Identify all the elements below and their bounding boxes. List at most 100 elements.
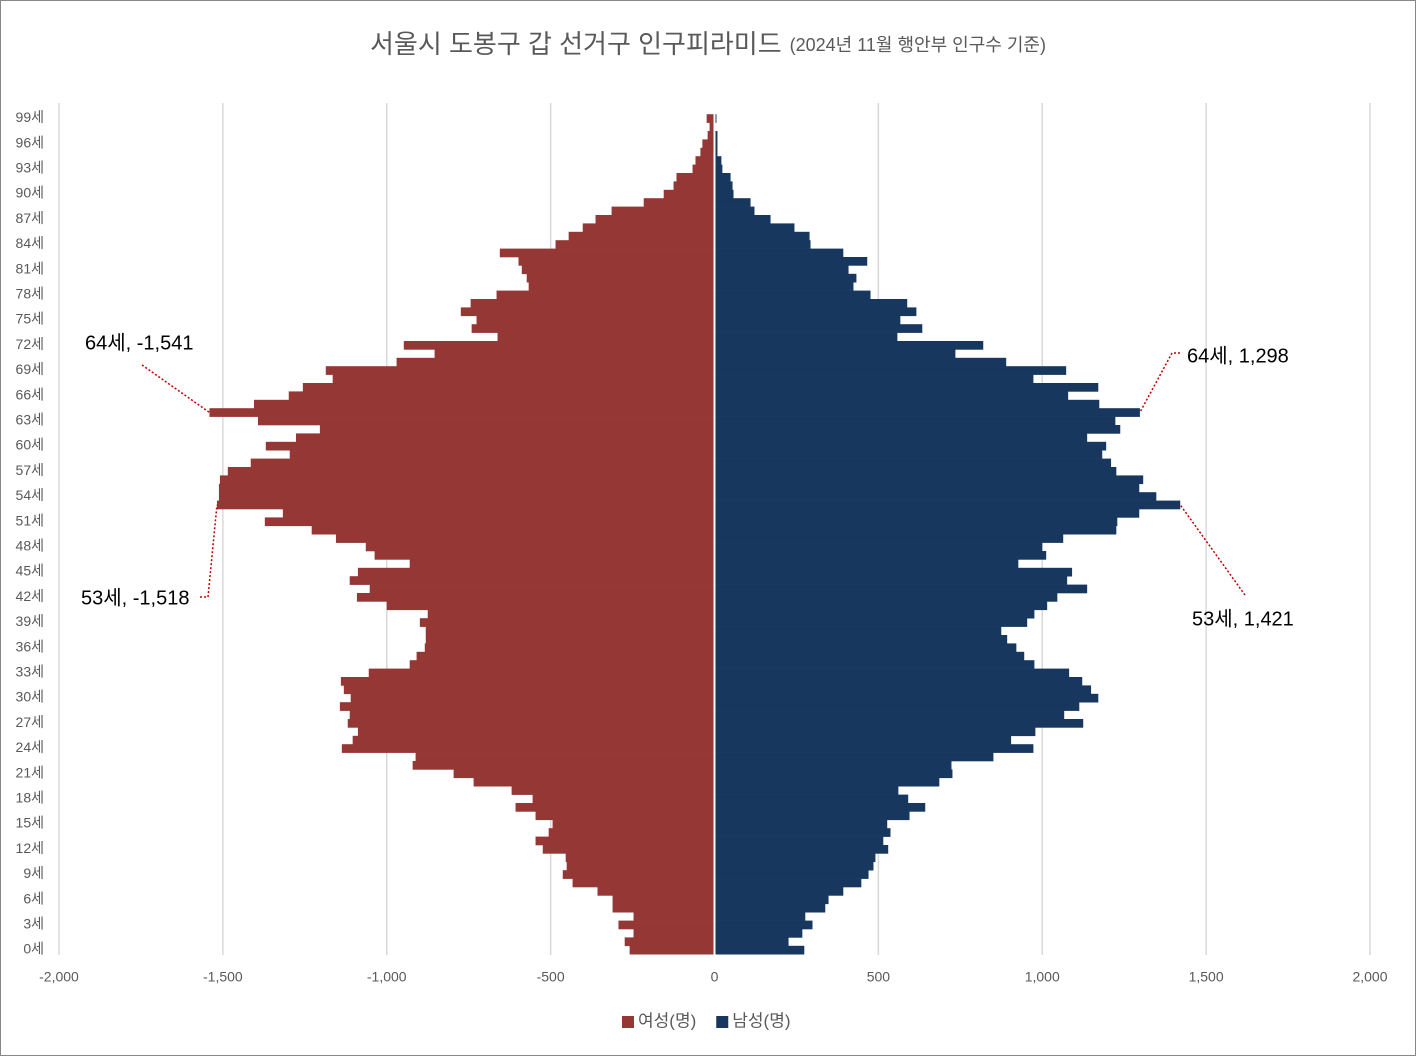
bar <box>714 576 1068 585</box>
bar <box>714 425 1121 434</box>
bar <box>473 777 715 787</box>
bar <box>409 559 715 569</box>
bar <box>673 181 715 191</box>
annotation: 64세, -1,541 <box>85 331 193 354</box>
bar <box>518 257 715 266</box>
bar <box>714 517 1118 527</box>
bar <box>369 584 715 594</box>
annotation: 64세, 1,298 <box>1187 344 1289 367</box>
bar <box>714 357 1007 367</box>
annotation: 53세, -1,518 <box>81 586 189 609</box>
bar <box>341 744 715 753</box>
bar <box>612 895 715 905</box>
bar <box>566 861 715 871</box>
bar <box>700 147 715 157</box>
bar <box>714 282 854 291</box>
bar <box>714 492 1157 501</box>
bar <box>425 635 715 644</box>
annotation-leader <box>1179 504 1246 596</box>
bar <box>496 290 715 300</box>
chart-subtitle: (2024년 11월 행안부 인구수 기준) <box>790 35 1046 55</box>
bar <box>714 341 984 350</box>
bar <box>714 189 734 199</box>
bar <box>714 920 813 930</box>
bar <box>471 324 715 333</box>
y-tick-label: 0세 <box>23 941 44 957</box>
bar <box>295 433 715 443</box>
bar <box>340 677 715 686</box>
bar <box>714 257 868 266</box>
bar <box>511 786 715 795</box>
bar <box>714 945 805 955</box>
bar <box>714 383 1099 392</box>
bar <box>695 156 715 165</box>
bar <box>714 618 1028 627</box>
bar <box>624 937 715 947</box>
y-tick-label: 72세 <box>16 336 44 352</box>
y-tick-label: 3세 <box>23 916 44 932</box>
bar <box>707 131 715 140</box>
bar <box>714 769 953 779</box>
x-tick-label: -1,000 <box>367 969 407 985</box>
bar <box>412 761 715 770</box>
y-tick-label: 87세 <box>16 210 44 226</box>
bar <box>528 282 715 291</box>
bar <box>497 332 715 342</box>
bar <box>714 181 733 191</box>
bar <box>542 845 715 854</box>
bar <box>714 895 829 905</box>
bar <box>663 189 715 199</box>
bar <box>264 517 715 527</box>
y-tick-label: 21세 <box>16 764 44 780</box>
bar <box>476 315 715 325</box>
bar <box>424 643 715 653</box>
y-tick-label: 51세 <box>16 512 44 528</box>
bar <box>434 349 715 359</box>
bar <box>714 660 1035 669</box>
bar <box>643 198 715 207</box>
bar <box>714 777 940 787</box>
bar <box>714 828 891 837</box>
bar <box>335 534 715 543</box>
bar <box>633 912 715 921</box>
annotation: 53세, 1,421 <box>1192 607 1294 630</box>
bar <box>629 945 715 955</box>
bar <box>714 147 718 157</box>
y-tick-label: 81세 <box>16 260 44 276</box>
bar <box>714 307 917 317</box>
bar <box>555 240 715 249</box>
bar <box>714 870 869 879</box>
bar <box>714 786 899 795</box>
bar <box>714 635 1008 644</box>
bar <box>289 450 715 459</box>
bar <box>714 273 857 283</box>
y-tick-label: 27세 <box>16 714 44 730</box>
bar <box>548 828 715 837</box>
bar <box>416 651 715 661</box>
bar <box>227 467 715 476</box>
bar <box>714 240 811 249</box>
bar <box>714 719 1084 728</box>
bar <box>714 215 771 224</box>
x-tick-label: 500 <box>867 969 891 985</box>
bar <box>532 794 715 804</box>
bar <box>714 299 908 308</box>
bar <box>470 299 715 308</box>
x-tick-label: 1,500 <box>1189 969 1224 985</box>
bar <box>562 870 715 879</box>
bar <box>339 702 715 711</box>
x-tick-label: -500 <box>537 969 565 985</box>
legend-label: 여성(명) <box>638 1011 696 1030</box>
bar <box>612 903 715 913</box>
legend-swatch <box>622 1016 634 1028</box>
y-tick-label: 63세 <box>16 412 44 428</box>
bar <box>349 710 715 720</box>
bar <box>714 332 898 342</box>
bar <box>692 164 715 174</box>
y-tick-label: 45세 <box>16 563 44 579</box>
bar <box>332 374 715 384</box>
bar <box>343 685 715 695</box>
bar <box>535 836 715 846</box>
bar <box>325 366 715 375</box>
